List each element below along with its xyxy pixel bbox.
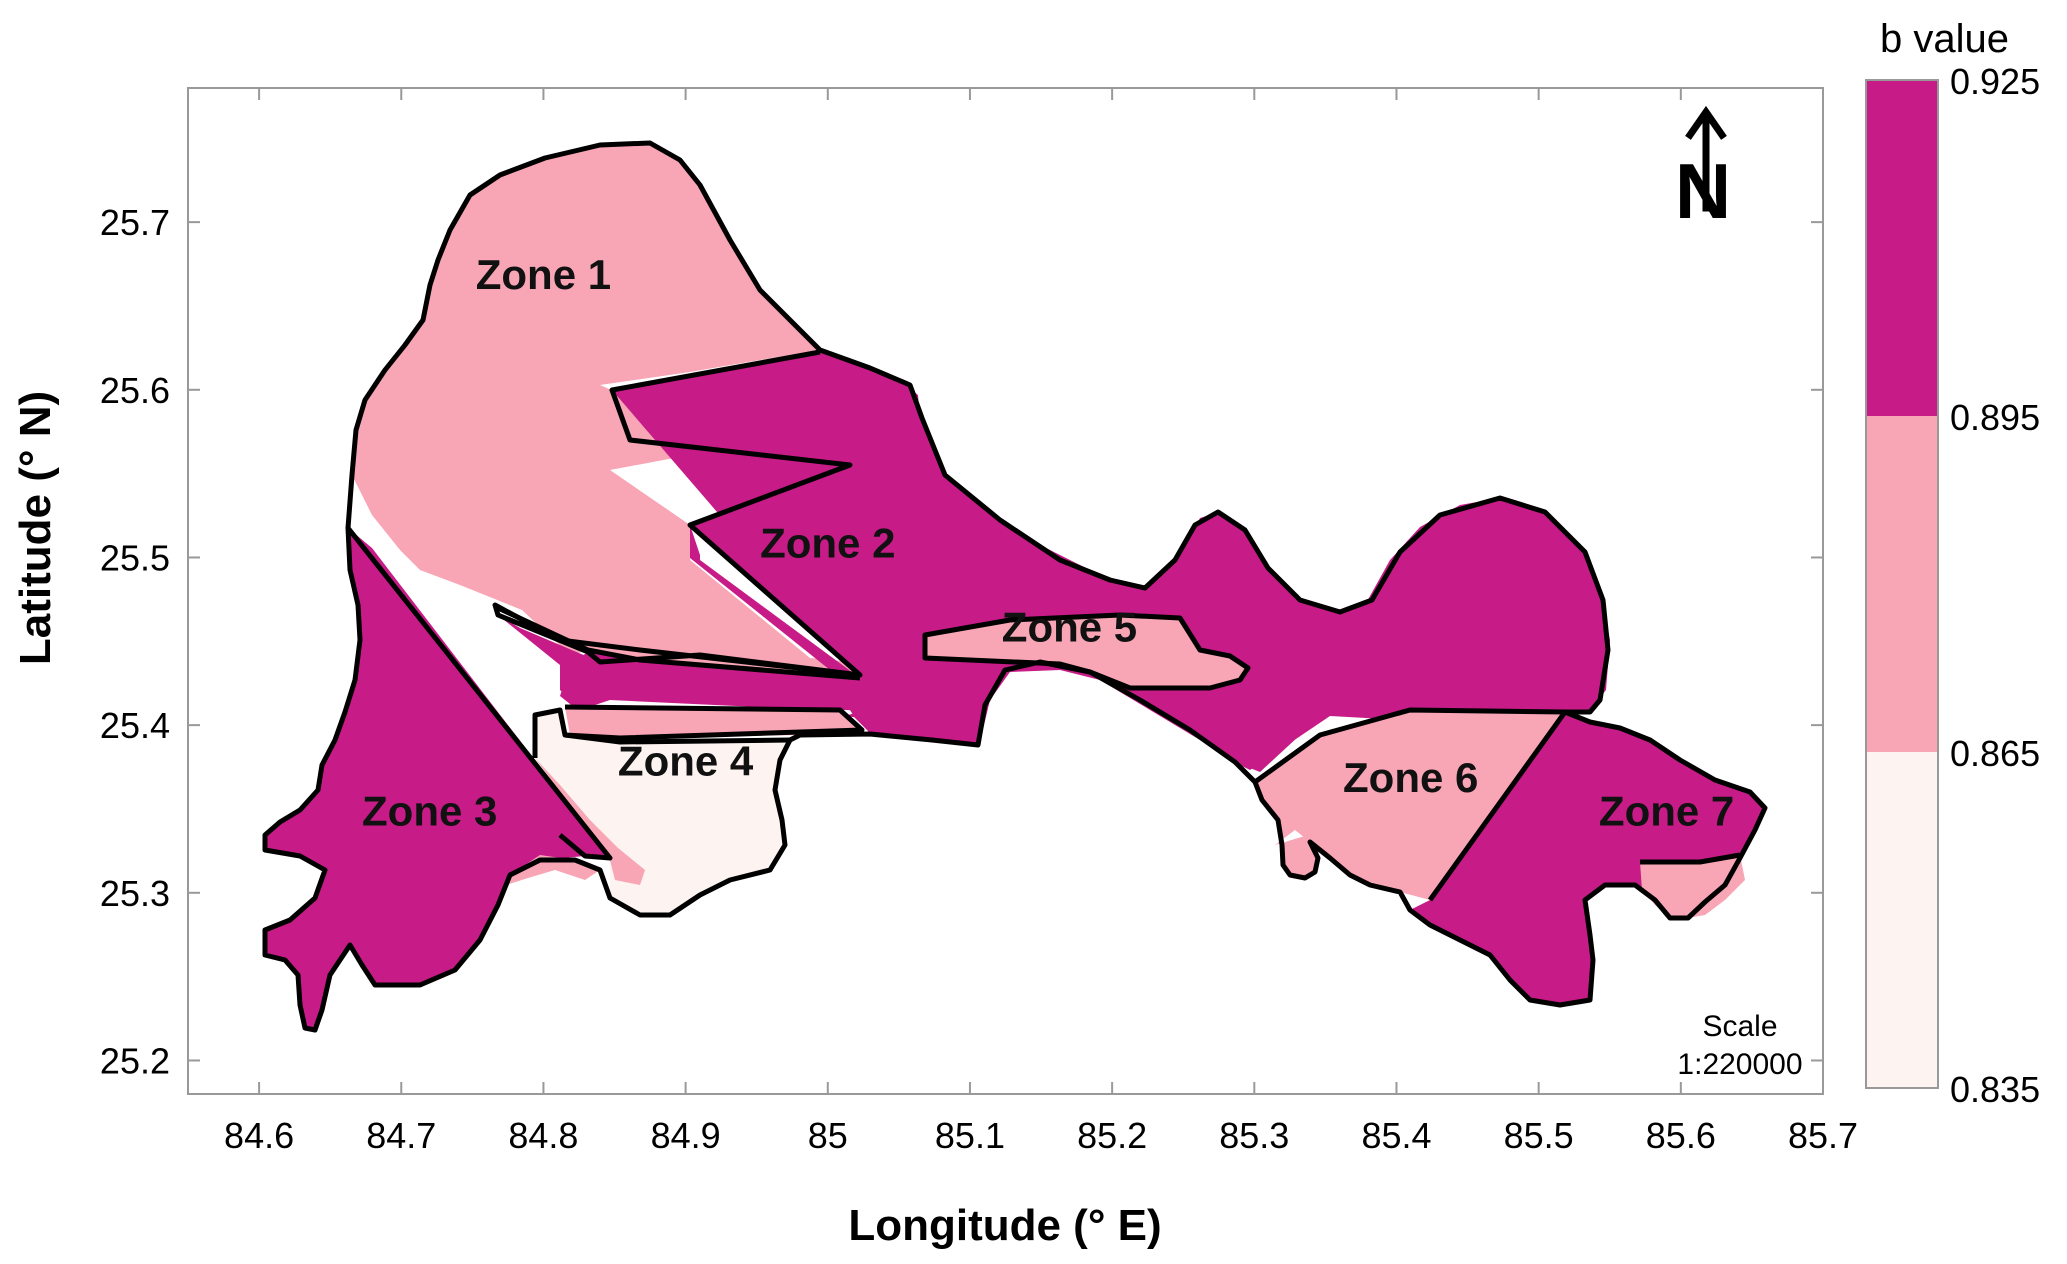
legend-swatch-3: [1866, 752, 1938, 1088]
y-tick-label: 25.6: [100, 370, 170, 411]
zone-4-boundary: [532, 707, 791, 758]
zone-label-2: Zone 2: [760, 519, 895, 566]
x-tick-label: 84.6: [224, 1115, 294, 1156]
x-tick-label: 85.3: [1219, 1115, 1289, 1156]
north-arrow: N: [1675, 105, 1731, 235]
scale-title: Scale: [1702, 1010, 1777, 1043]
x-tick-label: 85.1: [935, 1115, 1005, 1156]
legend-swatch-2: [1866, 416, 1938, 752]
x-tick-label: 85.4: [1361, 1115, 1431, 1156]
zone-label-4: Zone 4: [618, 737, 754, 784]
x-tick-label: 85.7: [1788, 1115, 1858, 1156]
zone-label-6: Zone 6: [1343, 754, 1478, 801]
legend-frame: [1865, 79, 1939, 1089]
north-arrow-icon: [1685, 105, 1727, 212]
y-tick-label: 25.4: [100, 705, 170, 746]
north-label: N: [1675, 147, 1731, 235]
legend-swatch-1: [1866, 80, 1938, 416]
zone-2-body: [560, 352, 1608, 772]
zone-4-edge: [535, 758, 645, 885]
y-tick-label: 25.3: [100, 873, 170, 914]
y-tick-label: 25.7: [100, 202, 170, 243]
y-axis: 25.7 25.6 25.5 25.4 25.3 25.2: [100, 202, 1823, 1081]
x-tick-label: 84.7: [366, 1115, 436, 1156]
x-tick-label: 85.6: [1646, 1115, 1716, 1156]
legend-tick-label: 0.835: [1950, 1069, 2040, 1110]
x-tick-label: 85: [808, 1115, 848, 1156]
zone-label-5: Zone 5: [1002, 603, 1137, 650]
x-tick-label: 84.9: [651, 1115, 721, 1156]
zone-1-area: [352, 143, 960, 690]
zone-7-area: [1410, 712, 1765, 1005]
scale-value: 1:220000: [1677, 1048, 1802, 1081]
zone-3-area: [265, 528, 610, 1030]
y-axis-title: Latitude (° N): [11, 391, 60, 665]
zone-label-7: Zone 7: [1599, 788, 1734, 835]
zone-label-1: Zone 1: [476, 251, 611, 298]
zone-3-boundary: [346, 526, 613, 861]
legend: b value 0.925 0.895 0.865 0.835: [1865, 17, 2040, 1110]
zone-2-strip-line: [564, 704, 865, 741]
x-tick-label: 84.8: [508, 1115, 578, 1156]
zone-4-area: [535, 710, 790, 915]
x-tick-label: 85.2: [1077, 1115, 1147, 1156]
legend-tick-label: 0.865: [1950, 733, 2040, 774]
legend-title: b value: [1880, 17, 2009, 61]
zone-2-inner-line: [496, 605, 861, 681]
y-tick-label: 25.2: [100, 1040, 170, 1081]
x-axis-title: Longitude (° E): [848, 1201, 1161, 1250]
region-outline: [262, 140, 1768, 1033]
zone-labels: Zone 1 Zone 2 Zone 3 Zone 4 Zone 5 Zone 6 Zone…: [362, 251, 1734, 835]
legend-tick-label: 0.925: [1950, 61, 2040, 102]
y-tick-label: 25.5: [100, 537, 170, 578]
zone-boundaries: [262, 140, 1768, 1033]
zone-label-3: Zone 3: [362, 788, 497, 835]
zone-6-boundary: [1253, 707, 1568, 902]
zone-7-patch-boundary: [1640, 852, 1741, 865]
zone-5-boundary: [922, 612, 1251, 691]
x-axis: 84.6 84.7 84.8 84.9 85 85.1 85.2 85.3 85.4 85.5 85…: [224, 88, 1858, 1156]
x-tick-label: 85.5: [1504, 1115, 1574, 1156]
zone-6-area: [1255, 710, 1565, 900]
zone-5-area: [925, 615, 1248, 688]
legend-tick-label: 0.895: [1950, 397, 2040, 438]
zone-7-patch: [1640, 855, 1745, 918]
